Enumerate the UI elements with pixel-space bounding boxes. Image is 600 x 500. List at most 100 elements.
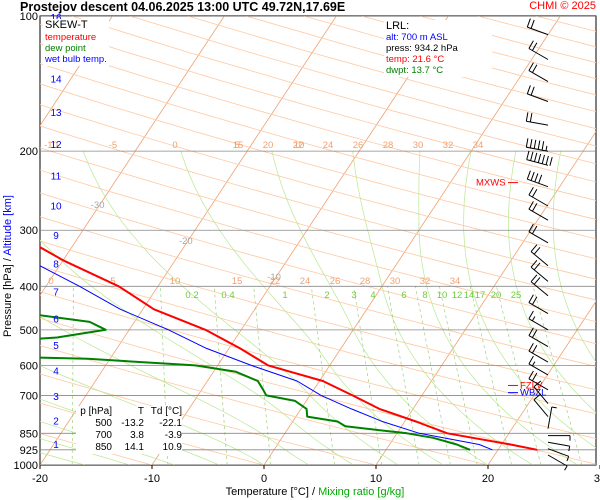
level-table: p [hPa] T Td [°C] 500 -13.2 -22.1 700 3.… — [76, 406, 182, 454]
mixing-ratio-label: 6 — [401, 290, 406, 301]
dry-adiabat-line — [40, 216, 596, 367]
wind-barb — [525, 112, 549, 126]
table-cell: 700 — [95, 430, 112, 441]
isotherm-line — [375, 130, 596, 465]
mixing-ratio-label: 0.2 — [185, 290, 198, 301]
altitude-tick-label: 4 — [53, 367, 59, 378]
wind-barb — [526, 170, 549, 188]
y-axis-label: Pressure [hPa] / Altitude [km] — [2, 166, 14, 366]
mixing-ratio-line — [415, 286, 451, 465]
chart-title: Prostejov descent 04.06.2025 13:00 UTC 4… — [20, 0, 346, 14]
potential-temp-label: 28 — [360, 276, 371, 287]
level-label-mxws: MXWS — [476, 178, 506, 189]
mixing-ratio-label: 10 — [437, 290, 448, 301]
potential-temp-label: 10 — [294, 140, 305, 151]
altitude-tick-label: 8 — [53, 260, 59, 271]
mixing-ratio-label: 3 — [351, 290, 356, 301]
potential-temp-label: 15 — [233, 140, 244, 151]
table-header-td: Td [°C] — [150, 406, 182, 417]
lrl-title: LRL: — [386, 20, 410, 32]
pressure-tick-label: 600 — [20, 360, 38, 372]
table-header-p: p [hPa] — [80, 406, 112, 417]
potential-temp-label: -10 — [44, 140, 58, 151]
wind-barb — [528, 201, 549, 221]
potential-temp-label: 22 — [270, 276, 281, 287]
x-tick-label: 30 — [594, 473, 600, 485]
legend-item-temperature: temperature — [45, 32, 97, 43]
isotherm-line — [487, 300, 596, 465]
mixing-ratio-line — [469, 286, 512, 465]
wind-barb — [528, 355, 549, 376]
table-cell: -3.9 — [164, 430, 182, 441]
dry-adiabat-line — [40, 125, 596, 280]
table-cell: 14.1 — [124, 442, 144, 453]
dry-adiabat-line — [40, 240, 596, 391]
credit-label: CHMI © 2025 — [529, 0, 596, 12]
lrl-alt: alt: 700 m ASL — [386, 32, 448, 43]
altitude-tick-label: 14 — [50, 75, 62, 86]
altitude-tick-label: 16 — [50, 13, 62, 24]
isotherm-label: -20 — [179, 236, 193, 247]
table-cell: 10.9 — [162, 442, 182, 453]
x-tick-label: -20 — [32, 473, 48, 485]
potential-temp-label: 22 — [293, 140, 304, 151]
mixing-ratio-line — [439, 286, 478, 465]
plot-background — [39, 15, 597, 466]
mixing-ratio-label: 20 — [491, 290, 502, 301]
wind-barb — [528, 186, 549, 207]
pressure-tick-label: 100 — [20, 11, 38, 23]
table-cell: -13.2 — [121, 418, 144, 429]
level-table-header: p [hPa] T Td [°C] — [76, 406, 182, 418]
pressure-tick-label: 700 — [20, 390, 38, 402]
legend-item-dew-point: dew point — [45, 43, 86, 54]
potential-temp-label: 24 — [323, 140, 334, 151]
mixing-ratio-label: 0.4 — [221, 290, 234, 301]
y-axis-label-sep: / — [2, 258, 14, 262]
wind-barb — [533, 393, 549, 417]
potential-temp-label: 32 — [443, 140, 454, 151]
potential-temp-label: 30 — [390, 276, 401, 287]
pressure-tick-label: 300 — [20, 225, 38, 237]
mixing-ratio-label: 2 — [324, 290, 329, 301]
x-axis-label-sep: / — [312, 486, 316, 498]
wind-barb — [528, 40, 549, 60]
table-header-t: T — [137, 406, 144, 417]
pressure-tick-label: 200 — [20, 146, 38, 158]
altitude-tick-label: 13 — [50, 108, 62, 119]
x-tick-label: 20 — [482, 473, 494, 485]
moist-adiabat-line — [552, 151, 596, 363]
wind-barb — [548, 435, 571, 441]
wind-barb — [526, 18, 549, 36]
mixing-ratio-label: 12 — [452, 290, 463, 301]
dry-adiabat-line — [40, 147, 596, 301]
legend-item-wet-bulb: wet bulb temp. — [45, 54, 107, 65]
wind-barb — [530, 274, 549, 297]
table-cell: 3.8 — [130, 430, 144, 441]
mixing-ratio-label: 1 — [282, 290, 287, 301]
x-tick-label: 0 — [261, 473, 267, 485]
potential-temp-label: 30 — [413, 140, 424, 151]
table-cell: 850 — [95, 442, 112, 453]
pressure-tick-label: 925 — [20, 445, 38, 457]
pressure-tick-label: 1000 — [14, 460, 38, 472]
level-label-wbzl: WBZL — [520, 388, 546, 399]
altitude-tick-label: 3 — [53, 392, 59, 403]
y-axis-label-altitude: Altitude [km] — [2, 195, 14, 256]
altitude-tick-label: 5 — [53, 341, 59, 352]
table-row: 850 14.1 10.9 — [76, 442, 182, 454]
mixing-ratio-label: 17 — [475, 290, 486, 301]
wind-barb — [525, 138, 549, 152]
series-line-dew-point — [40, 314, 471, 451]
isotherm-label: -10 — [267, 272, 281, 283]
wind-barb — [547, 448, 570, 462]
wind-barb — [547, 454, 568, 471]
potential-temp-label: 0 — [48, 276, 53, 287]
dry-adiabat-line — [40, 169, 596, 323]
legend: SKEW-T temperature dew point wet bulb te… — [43, 19, 109, 66]
dry-adiabat-line — [40, 192, 596, 345]
wind-barb — [526, 85, 549, 102]
x-axis-label-mixing: Mixing ratio [g/kg] — [318, 486, 405, 498]
altitude-tick-label: 11 — [51, 171, 62, 182]
y-axis-label-pressure: Pressure [hPa] — [2, 264, 14, 337]
